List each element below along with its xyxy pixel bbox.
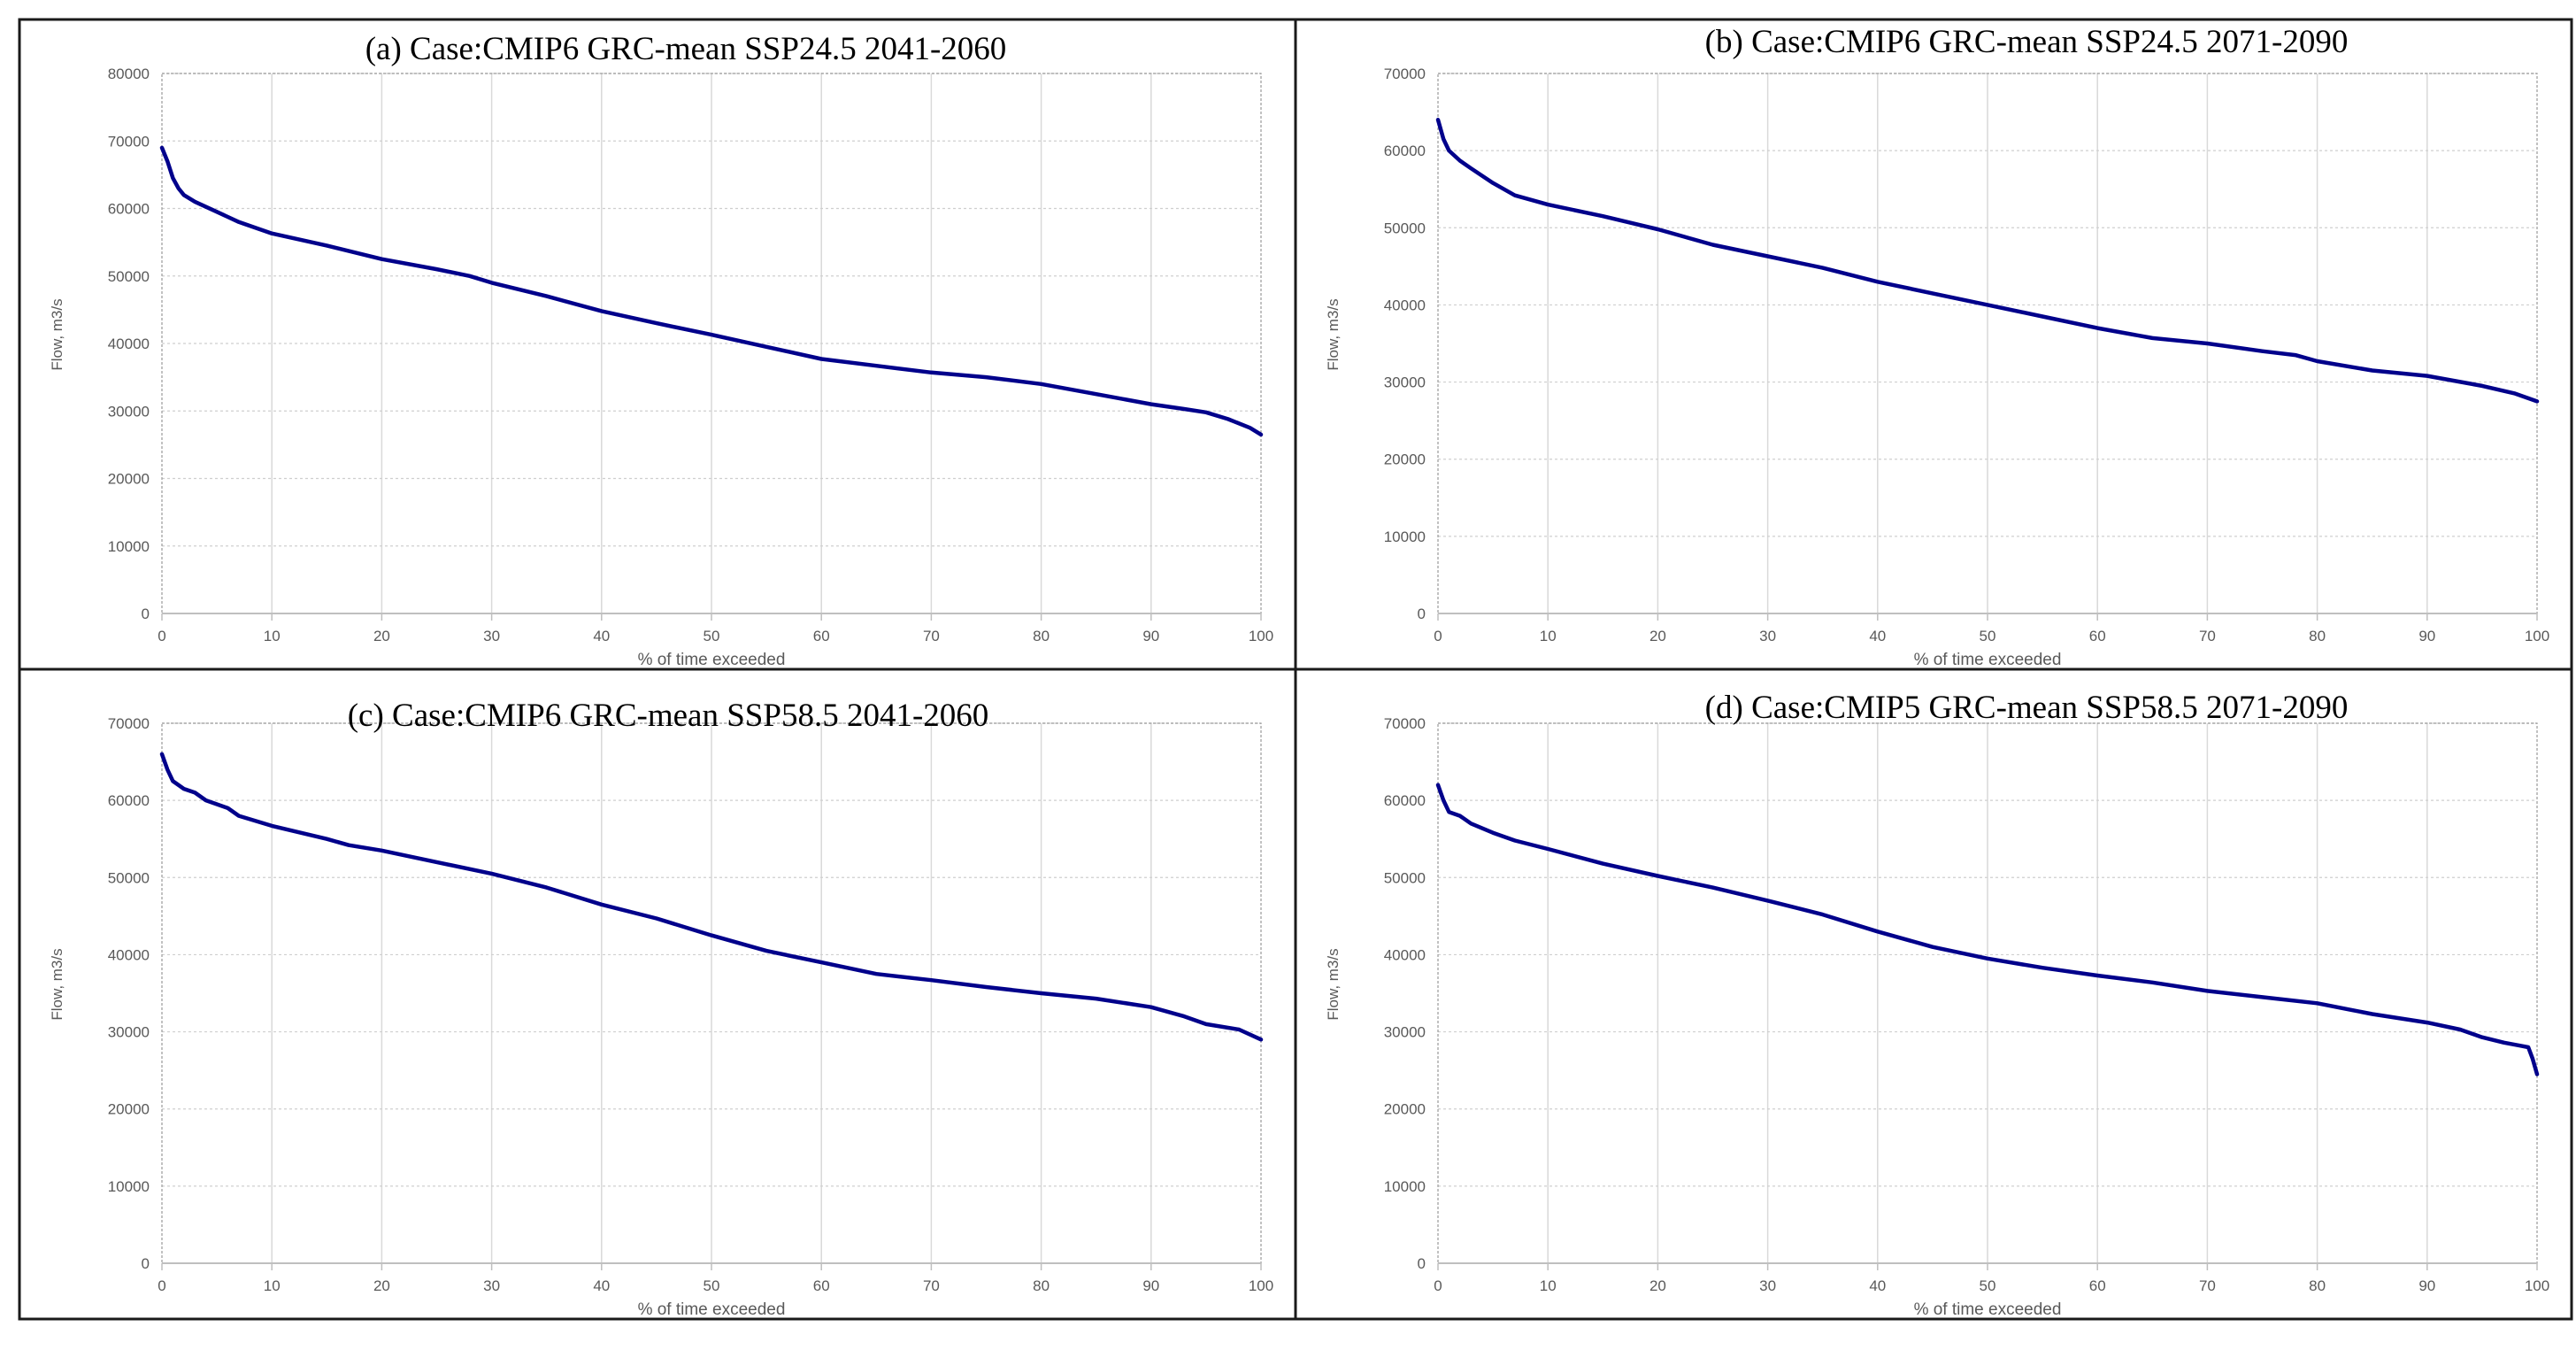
x-tick-label: 10 <box>1540 1277 1557 1294</box>
x-tick-label: 100 <box>2525 1277 2549 1294</box>
x-tick-label: 10 <box>264 1277 281 1294</box>
chart-title: (a) Case:CMIP6 GRC-mean SSP24.5 2041-206… <box>365 31 1007 67</box>
y-tick-label: 0 <box>142 606 150 622</box>
x-tick-label: 90 <box>2418 1277 2435 1294</box>
y-tick-label: 60000 <box>1384 143 1426 159</box>
x-tick-label: 60 <box>2089 1277 2106 1294</box>
y-tick-label: 50000 <box>1384 869 1426 886</box>
x-axis-title: % of time exceeded <box>1914 1300 2062 1319</box>
y-tick-label: 50000 <box>1384 220 1426 236</box>
x-tick-label: 70 <box>2199 628 2216 644</box>
x-tick-label: 30 <box>1759 1277 1776 1294</box>
y-tick-label: 10000 <box>108 538 150 555</box>
y-tick-label: 70000 <box>1384 715 1426 732</box>
y-tick-label: 50000 <box>108 869 150 886</box>
x-tick-label: 90 <box>1142 1277 1159 1294</box>
x-tick-label: 60 <box>813 628 830 644</box>
x-axis-title: % of time exceeded <box>638 1300 786 1319</box>
x-tick-label: 100 <box>1249 628 1273 644</box>
x-tick-label: 0 <box>1434 628 1442 644</box>
x-tick-label: 20 <box>373 628 390 644</box>
x-tick-label: 70 <box>2199 1277 2216 1294</box>
x-tick-label: 50 <box>1980 1277 1996 1294</box>
y-axis-title: Flow, m3/s <box>49 298 65 370</box>
y-tick-label: 70000 <box>1384 66 1426 82</box>
y-tick-label: 40000 <box>1384 297 1426 313</box>
chart-title: (d) Case:CMIP5 GRC-mean SSP58.5 2071-209… <box>1705 690 2349 726</box>
y-tick-label: 30000 <box>108 1024 150 1041</box>
x-tick-label: 20 <box>1649 628 1666 644</box>
y-tick-label: 30000 <box>108 403 150 420</box>
chart-title: (c) Case:CMIP6 GRC-mean SSP58.5 2041-206… <box>348 698 989 734</box>
x-tick-label: 60 <box>813 1277 830 1294</box>
x-tick-label: 40 <box>1869 1277 1886 1294</box>
y-tick-label: 20000 <box>108 471 150 488</box>
y-tick-label: 20000 <box>1384 1101 1426 1118</box>
x-tick-label: 100 <box>2525 628 2549 644</box>
y-tick-label: 70000 <box>108 715 150 732</box>
x-tick-label: 70 <box>923 1277 940 1294</box>
x-tick-label: 80 <box>1033 1277 1050 1294</box>
y-tick-label: 60000 <box>108 792 150 809</box>
x-tick-label: 80 <box>2309 1277 2326 1294</box>
y-tick-label: 80000 <box>108 66 150 82</box>
series-line <box>1435 118 2540 404</box>
chart-panel: 0 10 20 30 40 50 60 70 80 90 100 0 10000 20000 30000 40… <box>18 18 1297 671</box>
y-axis-title: Flow, m3/s <box>1325 298 1342 370</box>
series-line <box>1435 783 2540 1076</box>
x-tick-label: 80 <box>1033 628 1050 644</box>
x-tick-label: 30 <box>1759 628 1776 644</box>
x-tick-label: 40 <box>593 628 610 644</box>
series-line <box>159 145 1264 437</box>
y-tick-label: 40000 <box>108 946 150 963</box>
x-tick-label: 40 <box>593 1277 610 1294</box>
x-tick-label: 0 <box>1434 1277 1442 1294</box>
x-tick-label: 50 <box>1980 628 1996 644</box>
y-tick-label: 40000 <box>1384 946 1426 963</box>
y-tick-label: 0 <box>142 1255 150 1272</box>
x-tick-label: 90 <box>1142 628 1159 644</box>
chart-panel: 0 10 20 30 40 50 60 70 80 90 100 0 10000 20000 30000 40… <box>18 667 1297 1321</box>
y-tick-label: 0 <box>1418 1255 1426 1272</box>
x-tick-label: 30 <box>483 1277 500 1294</box>
x-tick-label: 60 <box>2089 628 2106 644</box>
x-tick-label: 20 <box>373 1277 390 1294</box>
x-tick-label: 10 <box>264 628 281 644</box>
x-axis-title: % of time exceeded <box>638 651 786 669</box>
y-tick-label: 30000 <box>1384 374 1426 391</box>
x-tick-label: 40 <box>1869 628 1886 644</box>
y-tick-label: 70000 <box>108 133 150 150</box>
x-tick-label: 70 <box>923 628 940 644</box>
x-tick-label: 30 <box>483 628 500 644</box>
y-tick-label: 0 <box>1418 606 1426 622</box>
y-axis-title: Flow, m3/s <box>1325 948 1342 1020</box>
y-tick-label: 10000 <box>108 1178 150 1195</box>
y-tick-label: 40000 <box>108 336 150 352</box>
y-tick-label: 30000 <box>1384 1024 1426 1041</box>
y-tick-label: 20000 <box>108 1101 150 1118</box>
y-tick-label: 60000 <box>1384 792 1426 809</box>
x-tick-label: 0 <box>158 1277 165 1294</box>
x-axis-title: % of time exceeded <box>1914 651 2062 669</box>
chart-panel: 0 10 20 30 40 50 60 70 80 90 100 0 10000 20000 30000 40… <box>1294 18 2573 671</box>
y-tick-label: 20000 <box>1384 451 1426 468</box>
y-tick-label: 10000 <box>1384 1178 1426 1195</box>
x-tick-label: 20 <box>1649 1277 1666 1294</box>
x-tick-label: 50 <box>704 628 720 644</box>
chart-title: (b) Case:CMIP6 GRC-mean SSP24.5 2071-209… <box>1705 24 2349 60</box>
chart-panel: 0 10 20 30 40 50 60 70 80 90 100 0 10000 20000 30000 40… <box>1294 667 2573 1321</box>
x-tick-label: 90 <box>2418 628 2435 644</box>
y-tick-label: 10000 <box>1384 528 1426 545</box>
x-tick-label: 80 <box>2309 628 2326 644</box>
y-tick-label: 50000 <box>108 268 150 285</box>
x-tick-label: 0 <box>158 628 165 644</box>
series-line <box>159 752 1264 1042</box>
x-tick-label: 50 <box>704 1277 720 1294</box>
y-tick-label: 60000 <box>108 201 150 218</box>
x-tick-label: 100 <box>1249 1277 1273 1294</box>
x-tick-label: 10 <box>1540 628 1557 644</box>
y-axis-title: Flow, m3/s <box>49 948 65 1020</box>
